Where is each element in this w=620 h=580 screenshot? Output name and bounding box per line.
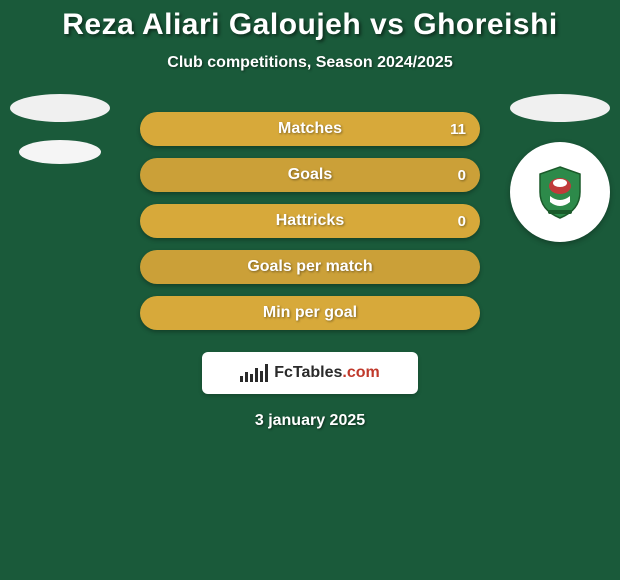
- stat-row-matches: Matches 11: [140, 112, 480, 146]
- brand-text: FcTables.com: [274, 364, 380, 382]
- brand-suffix: .com: [342, 364, 379, 381]
- right-player-avatar: [510, 94, 610, 242]
- stat-row-min-per-goal: Min per goal: [140, 296, 480, 330]
- page-title: Reza Aliari Galoujeh vs Ghoreishi: [62, 8, 558, 42]
- stats-rows: Matches 11 Goals 0 Hattricks 0 Goals per match…: [140, 112, 480, 342]
- stats-area: Matches 11 Goals 0 Hattricks 0 Goals per match…: [0, 112, 620, 430]
- stat-label: Min per goal: [263, 304, 357, 322]
- page-subtitle: Club competitions, Season 2024/2025: [167, 54, 452, 72]
- stat-row-goals: Goals 0: [140, 158, 480, 192]
- left-player-avatar: [10, 94, 110, 194]
- footer-logo: FcTables.com: [240, 364, 380, 382]
- main-container: Reza Aliari Galoujeh vs Ghoreishi Club c…: [0, 0, 620, 430]
- stat-label: Hattricks: [276, 212, 344, 230]
- stat-label: Goals per match: [247, 258, 372, 276]
- right-ellipse: [510, 94, 610, 122]
- bar-chart-icon: [240, 364, 268, 382]
- brand-prefix: FcTables: [274, 364, 342, 381]
- stat-row-hattricks: Hattricks 0: [140, 204, 480, 238]
- club-badge: [510, 142, 610, 242]
- stat-label: Goals: [288, 166, 332, 184]
- footer-brand-box: FcTables.com: [202, 352, 418, 394]
- stat-label: Matches: [278, 120, 342, 138]
- left-ellipse-2: [19, 140, 101, 164]
- stat-value: 11: [450, 121, 466, 138]
- stat-value: 0: [458, 213, 466, 230]
- left-ellipse-1: [10, 94, 110, 122]
- stat-row-goals-per-match: Goals per match: [140, 250, 480, 284]
- stat-value: 0: [458, 167, 466, 184]
- date-text: 3 january 2025: [255, 412, 365, 430]
- shield-icon: [530, 162, 590, 222]
